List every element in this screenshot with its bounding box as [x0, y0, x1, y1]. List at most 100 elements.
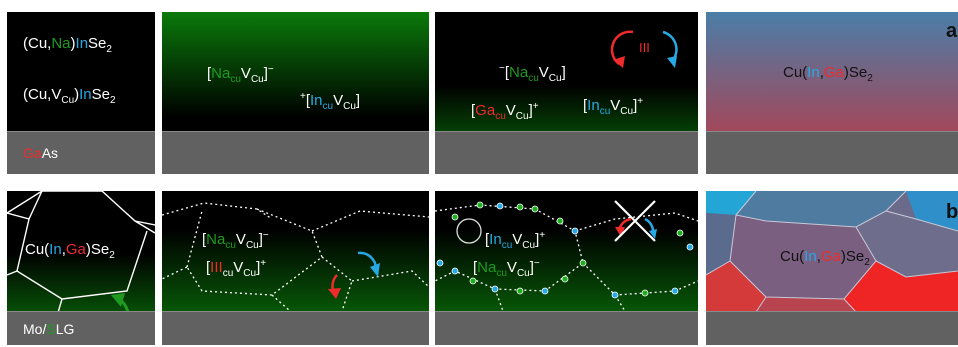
panel-a4: Cu(In,Ga)Se2 a — [706, 12, 958, 174]
panel-b3: [IncuVCu]+ [NacuVCu]− — [435, 191, 698, 345]
dotted-grain-boundary — [271, 294, 291, 312]
panel-a3: III −[NacuVCu] [GacuVCu]+ [IncuVCu]+ — [435, 12, 698, 174]
substrate-a2 — [162, 131, 429, 174]
green-arrowhead — [111, 293, 125, 307]
blue-atom — [671, 287, 679, 295]
red-exchange-arrowhead — [615, 227, 625, 237]
green-atom — [579, 259, 587, 267]
defect-na-vcu-a3-label: −[NacuVCu] — [499, 63, 566, 84]
dotted-grain-boundary — [574, 212, 698, 232]
dotted-grain-boundary — [311, 210, 429, 232]
green-atom — [516, 203, 524, 211]
substrate-b4 — [706, 311, 958, 345]
grain-boundary-line — [7, 191, 43, 214]
green-atom — [476, 201, 484, 209]
green-atom — [561, 275, 569, 283]
highlight-circle — [456, 218, 482, 244]
substrate-a4 — [706, 131, 958, 174]
blue-atom — [451, 267, 459, 275]
defect-in-vcu-b3-label: [IncuVCu]+ — [485, 230, 546, 251]
grain-right-mid — [856, 211, 958, 277]
green-atom — [676, 229, 684, 237]
panel-letter-a: a — [946, 20, 958, 42]
defect-na-vcu-b3-label: [NacuVCu]− — [473, 258, 540, 279]
panel-b2: [NacuVCu]− [IIIcuVCu]+ — [162, 191, 429, 345]
green-atom — [556, 217, 564, 225]
grain-blue-top — [706, 191, 756, 215]
dotted-grain-boundary — [186, 210, 203, 268]
defect-na-vcu-b2-label: [NacuVCu]− — [202, 230, 269, 251]
substrate-mo-slg: Mo/SLG — [7, 311, 155, 345]
panel-b4: Cu(In,Ga)Se2 b — [706, 191, 958, 345]
grain-blue-right — [906, 191, 958, 231]
cigs-b1-label: Cu(In,Ga)Se2 — [25, 241, 115, 261]
grain-red-bottom — [756, 297, 856, 312]
grain-boundary-line — [28, 191, 43, 220]
cis-na-label: (Cu,Na)InSe2 — [23, 35, 112, 55]
blue-atom — [611, 291, 619, 299]
substrate-gaas-label: GaAs — [23, 145, 59, 161]
panel-letter-b: b — [946, 201, 958, 223]
grain-red-left — [706, 261, 766, 312]
defect-na-vcu-label: [NacuVCu]− — [207, 64, 274, 85]
cross-out-line — [614, 200, 656, 242]
substrate-mo-slg-label: Mo/SLG — [23, 321, 75, 337]
dotted-grain-boundary — [435, 204, 584, 292]
blue-atom — [436, 259, 444, 267]
dotted-grain-boundary — [162, 202, 273, 220]
grain-boundary-line — [101, 191, 155, 234]
dotted-grain-boundary — [186, 208, 323, 296]
substrate-b2 — [162, 311, 429, 345]
dotted-grain-boundary — [582, 262, 698, 296]
blue-arrow-top — [662, 30, 678, 61]
blue-exchange-arrowhead — [649, 229, 657, 239]
dotted-grain-boundary — [321, 256, 353, 312]
blue-arrowhead — [370, 263, 380, 277]
panel-a1: (Cu,Na)InSe2 (Cu,VCu)InSe2 GaAs — [7, 12, 155, 174]
graded-grains-b4 — [706, 191, 958, 312]
cigs-a4-label: Cu(In,Ga)Se2 — [783, 64, 873, 84]
green-atom — [469, 277, 477, 285]
grain-slate-left — [706, 213, 736, 275]
grain-boundary-line — [706, 191, 757, 276]
blue-atom — [496, 202, 504, 210]
red-arrowhead — [328, 288, 341, 299]
substrate-gaas: GaAs — [7, 131, 155, 174]
panel-b1: Cu(In,Ga)Se2 Mo/SLG — [7, 191, 155, 345]
green-atom — [451, 213, 459, 221]
grain-boundary-line — [843, 298, 857, 312]
blue-atom — [541, 287, 549, 295]
red-arrowhead-top — [613, 56, 625, 68]
substrate-b3 — [435, 311, 698, 345]
blue-atom — [571, 227, 579, 235]
grain-boundary-line — [755, 296, 767, 312]
dotted-grain-boundary — [351, 270, 429, 288]
defect-in-vcu-label: +[IncuVCu] — [300, 91, 361, 112]
segregated-atoms — [436, 201, 694, 299]
grain-center — [730, 215, 876, 299]
green-atom — [641, 289, 649, 297]
substrate-a3 — [435, 131, 698, 174]
defect-ga-vcu-label: [GacuVCu]+ — [471, 101, 539, 122]
defect-in-vcu-a3-label: [IncuVCu]+ — [583, 96, 644, 117]
grain-boundaries-b3 — [435, 200, 698, 312]
blue-atom — [686, 243, 694, 251]
panel-a2: [NacuVCu]− +[IncuVCu] — [162, 12, 429, 174]
dotted-grain-boundary — [162, 266, 188, 280]
grain-steelblue — [736, 191, 906, 227]
blue-atom — [491, 285, 499, 293]
cis-vcu-label: (Cu,VCu)InSe2 — [23, 86, 116, 106]
roman-three-label: III — [639, 40, 650, 55]
dotted-grain-boundary — [494, 288, 504, 312]
green-atom — [531, 205, 539, 213]
grain-red-right — [844, 261, 958, 312]
cigs-b4-label: Cu(In,Ga)Se2 — [780, 248, 870, 268]
dotted-grain-boundary — [614, 294, 626, 312]
grain-boundaries-b2 — [162, 202, 429, 312]
grain-boundary-line — [885, 210, 958, 232]
grain-boundary-line — [875, 260, 958, 278]
green-atom — [516, 287, 524, 295]
grain-boundary-line — [134, 220, 155, 226]
defect-iii-vcu-label: [IIIcuVCu]+ — [206, 258, 267, 279]
blue-arrowhead-top — [667, 56, 677, 68]
